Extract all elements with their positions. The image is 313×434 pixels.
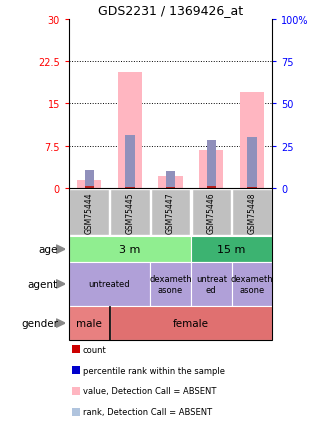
Text: GSM75445: GSM75445: [126, 192, 134, 233]
Text: male: male: [76, 319, 102, 328]
Text: value, Detection Call = ABSENT: value, Detection Call = ABSENT: [83, 387, 216, 395]
Text: agent: agent: [28, 279, 58, 289]
Text: dexameth
asone: dexameth asone: [149, 275, 192, 294]
Text: rank, Detection Call = ABSENT: rank, Detection Call = ABSENT: [83, 408, 212, 416]
Text: female: female: [173, 319, 209, 328]
Title: GDS2231 / 1369426_at: GDS2231 / 1369426_at: [98, 4, 243, 17]
Bar: [240, 93, 264, 189]
Polygon shape: [56, 245, 65, 254]
Text: GSM75444: GSM75444: [85, 192, 94, 233]
Text: count: count: [83, 345, 107, 354]
Bar: [199, 151, 223, 189]
Bar: [118, 73, 142, 189]
Bar: [166, 172, 175, 189]
Bar: [247, 138, 257, 189]
Text: GSM75448: GSM75448: [248, 192, 256, 233]
Bar: [77, 181, 101, 189]
Text: age: age: [38, 245, 58, 254]
Text: 3 m: 3 m: [119, 245, 141, 254]
Bar: [125, 187, 135, 189]
Bar: [207, 187, 216, 189]
Bar: [85, 171, 94, 189]
Text: untreated: untreated: [89, 280, 130, 289]
Bar: [158, 176, 183, 189]
Polygon shape: [56, 319, 65, 328]
Text: percentile rank within the sample: percentile rank within the sample: [83, 366, 225, 375]
Text: 15 m: 15 m: [218, 245, 246, 254]
Polygon shape: [56, 280, 65, 289]
Bar: [85, 187, 94, 189]
Text: GSM75447: GSM75447: [166, 192, 175, 233]
Text: GSM75446: GSM75446: [207, 192, 216, 233]
Text: dexameth
asone: dexameth asone: [231, 275, 273, 294]
Bar: [207, 141, 216, 189]
Bar: [247, 187, 257, 189]
Text: untreat
ed: untreat ed: [196, 275, 227, 294]
Bar: [125, 135, 135, 189]
Bar: [166, 187, 175, 189]
Text: gender: gender: [21, 319, 58, 328]
